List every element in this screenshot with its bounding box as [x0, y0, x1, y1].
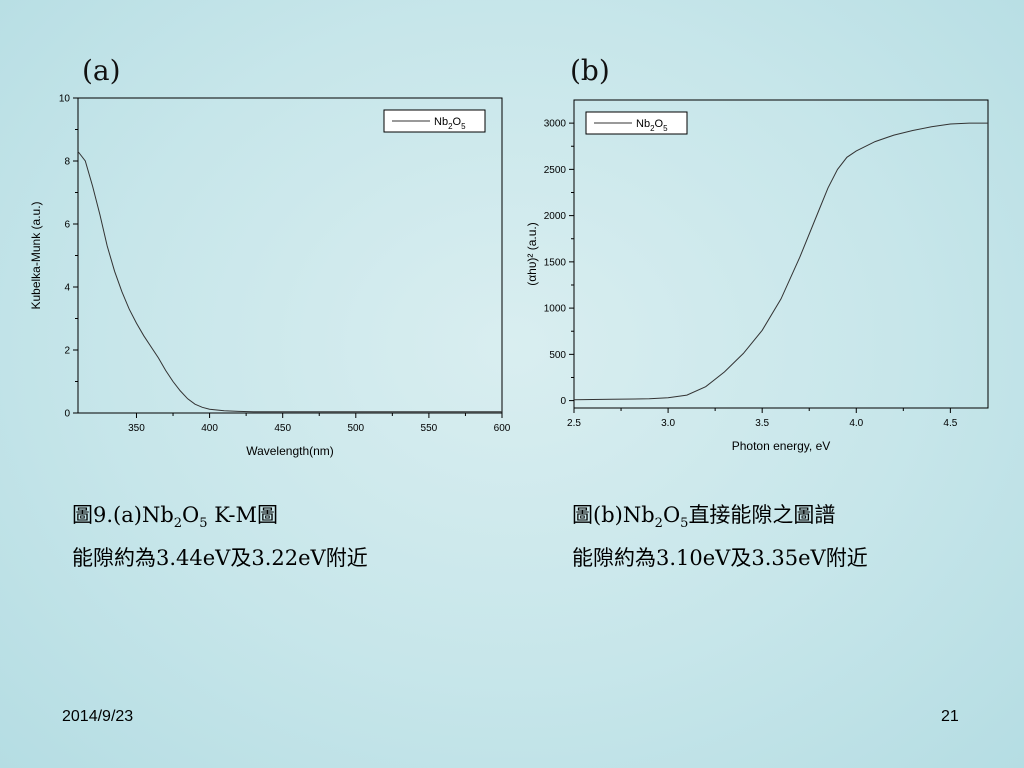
chart-b-x-tick-label: 2.5: [567, 418, 581, 429]
chart-a-legend-box: [383, 109, 486, 133]
chart-b-y-tick-label: 3000: [544, 119, 567, 130]
panel-a-label: (a): [82, 54, 121, 87]
chart-b-y-tick-label: 0: [560, 396, 566, 407]
chart-a-series-line: [77, 151, 502, 413]
caption-b: 圖(b)Nb2O5直接能隙之圖譜 能隙約為3.10eV及3.35eV附近: [572, 498, 868, 575]
footer-date: 2014/9/23: [62, 708, 134, 725]
chart-b-plot-frame: [573, 99, 989, 409]
chart-b-series-line: [573, 122, 988, 401]
chart-a-y-axis-label: Kubelka-Munk (a.u.): [29, 201, 43, 309]
caption-b-line2: 能隙約為3.10eV及3.35eV附近: [572, 546, 868, 571]
chart-b-x-tick-label: 3.5: [755, 418, 769, 429]
chart-b-x-tick-label: 3.0: [661, 418, 675, 429]
chart-a-y-tick-label: 6: [64, 220, 70, 231]
chart-a-y-tick-label: 2: [64, 346, 70, 357]
chart-b-y-tick-label: 1500: [544, 257, 567, 268]
panel-b-label: (b): [570, 54, 610, 87]
chart-b-y-tick-label: 500: [549, 350, 566, 361]
chart-a-x-tick-label: 500: [347, 423, 364, 434]
chart-a-x-tick-label: 600: [494, 423, 511, 434]
chart-a-y-tick-label: 8: [64, 157, 70, 168]
chart-b-x-axis-label: Photon energy, eV: [732, 439, 831, 453]
chart-b-y-tick-label: 2000: [544, 211, 567, 222]
page-number: 21: [941, 708, 959, 725]
caption-a-line1: 圖9.(a)Nb2O5 K-M圖: [72, 503, 278, 532]
chart-a-legend-label: Nb2O5: [434, 116, 466, 131]
chart-a-y-tick-label: 0: [64, 409, 70, 420]
chart-a-x-axis-label: Wavelength(nm): [246, 444, 334, 458]
caption-a: 圖9.(a)Nb2O5 K-M圖 能隙約為3.44eV及3.22eV附近: [72, 498, 368, 575]
chart-a-y-tick-label: 4: [64, 283, 70, 294]
chart-b-y-tick-label: 2500: [544, 165, 567, 176]
caption-a-line2: 能隙約為3.44eV及3.22eV附近: [72, 546, 368, 571]
chart-b-legend-label: Nb2O5: [636, 118, 668, 133]
chart-a-x-tick-label: 550: [421, 423, 438, 434]
chart-a-x-tick-label: 400: [201, 423, 218, 434]
chart-b-legend-box: [585, 111, 688, 135]
chart-b-y-tick-label: 1000: [544, 304, 567, 315]
chart-b-y-axis-label: (αhυ)² (a.u.): [525, 222, 539, 286]
chart-a-y-tick-label: 10: [59, 94, 71, 105]
chart-a-x-tick-label: 450: [274, 423, 291, 434]
chart-b-x-tick-label: 4.0: [849, 418, 863, 429]
chart-a-x-tick-label: 350: [128, 423, 145, 434]
caption-b-line1: 圖(b)Nb2O5直接能隙之圖譜: [572, 503, 836, 532]
chart-b-x-tick-label: 4.5: [943, 418, 957, 429]
